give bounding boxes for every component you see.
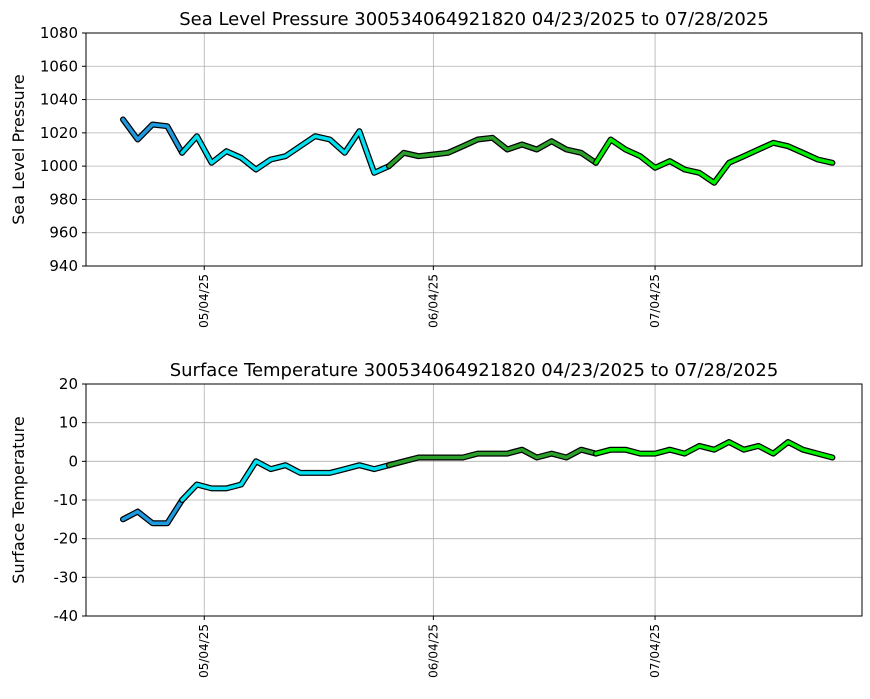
- x-tick-label: 06/04/25: [426, 624, 440, 678]
- line: [121, 498, 184, 525]
- x-tick-label: 07/04/25: [648, 274, 662, 328]
- line-outline: [386, 134, 599, 170]
- y-tick-label: -20: [54, 530, 79, 548]
- y-tick-label: 1080: [40, 24, 78, 42]
- y-tick-label: -40: [54, 607, 79, 625]
- y-axis-label: Sea Level Pressure: [9, 74, 28, 225]
- y-tick-label: 10: [59, 414, 78, 432]
- y-axis-label: Surface Temperature: [9, 416, 28, 583]
- line: [121, 117, 184, 155]
- plot-frame: [85, 32, 863, 267]
- line-outline: [592, 136, 836, 186]
- y-tick-label: 960: [49, 224, 78, 242]
- y-tick-label: 0: [68, 452, 78, 470]
- line: [387, 447, 598, 467]
- line-outline: [179, 128, 392, 176]
- y-tick-label: 940: [49, 257, 78, 275]
- x-tick-label: 06/04/25: [426, 274, 440, 328]
- y-tick-label: -30: [54, 568, 79, 586]
- line: [180, 459, 391, 502]
- line: [180, 129, 391, 175]
- x-tick-label: 05/04/25: [197, 624, 211, 678]
- y-tick-label: 1040: [40, 91, 78, 109]
- y-tick-label: -10: [54, 491, 79, 509]
- chart-title: Sea Level Pressure 300534064921820 04/23…: [179, 9, 769, 30]
- chart-title: Surface Temperature 300534064921820 04/2…: [170, 360, 779, 381]
- x-tick-label: 05/04/25: [197, 274, 211, 328]
- x-tick-label: 07/04/25: [648, 624, 662, 678]
- plot-frame: [85, 383, 863, 617]
- y-tick-label: 1000: [40, 157, 78, 175]
- y-tick-label: 980: [49, 190, 78, 208]
- y-tick-label: 1060: [40, 57, 78, 75]
- line: [594, 440, 835, 460]
- line: [387, 136, 598, 168]
- y-tick-label: 1020: [40, 124, 78, 142]
- y-tick-label: 20: [59, 375, 78, 393]
- line: [594, 137, 835, 185]
